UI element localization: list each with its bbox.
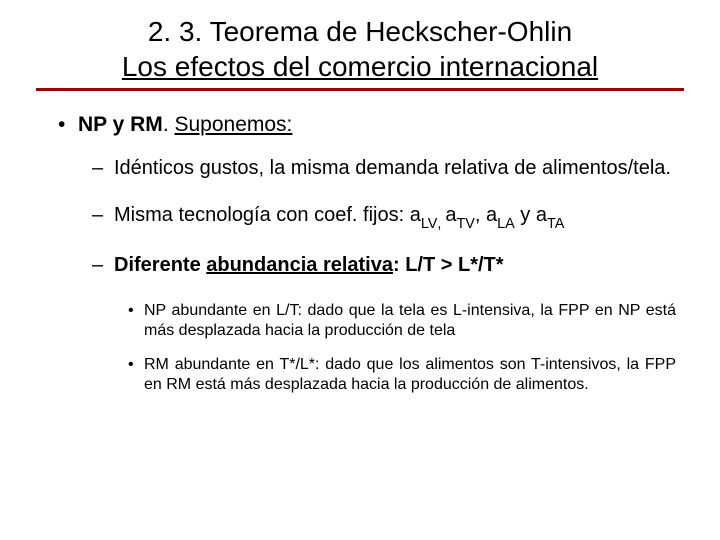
- bullet-same-technology: – Misma tecnología con coef. fijos: aLV,…: [92, 204, 676, 230]
- sub-la: LA: [497, 216, 515, 232]
- slide-title: 2. 3. Teorema de Heckscher-Ohlin Los efe…: [36, 14, 684, 84]
- ratio-inequality: : L/T > L*/T*: [393, 254, 504, 276]
- bullet-assumptions-text: NP y RM. Suponemos:: [78, 113, 684, 137]
- suponemos-label: Suponemos:: [174, 113, 292, 136]
- bullet-different-abundance: – Diferente abundancia relativa: L/T > L…: [92, 254, 676, 277]
- title-rule: [36, 88, 684, 91]
- sub-tv: TV: [457, 216, 475, 232]
- bullet-np-abundant-text: NP abundante en L/T: dado que la tela es…: [144, 301, 676, 341]
- comma-1: ,: [437, 216, 445, 232]
- bullet-assumptions: • NP y RM. Suponemos:: [58, 113, 684, 137]
- bullet-same-technology-text: Misma tecnología con coef. fijos: aLV, a…: [114, 204, 676, 230]
- sub-lv: LV: [421, 216, 438, 232]
- and-a: y a: [515, 204, 547, 226]
- bullet-identical-tastes-text: Idénticos gustos, la misma demanda relat…: [114, 157, 676, 180]
- bullet-np-abundant: • NP abundante en L/T: dado que la tela …: [128, 301, 676, 341]
- sub-ta: TA: [547, 216, 564, 232]
- bullet-identical-tastes: – Idénticos gustos, la misma demanda rel…: [92, 157, 676, 180]
- bullet-dot-icon: •: [128, 301, 144, 341]
- title-line-2: Los efectos del comercio internacional: [36, 49, 684, 84]
- bullet-dash-icon: –: [92, 157, 114, 180]
- abundancia-relativa: abundancia relativa: [206, 254, 393, 276]
- np-rm-label: NP y RM: [78, 113, 163, 136]
- bullet-dash-icon: –: [92, 254, 114, 277]
- comma-2: , a: [475, 204, 497, 226]
- bullet-rm-abundant: • RM abundante en T*/L*: dado que los al…: [128, 355, 676, 395]
- slide: 2. 3. Teorema de Heckscher-Ohlin Los efe…: [0, 0, 720, 540]
- bullet-dot-icon: •: [128, 355, 144, 395]
- bullet-dash-icon: –: [92, 204, 114, 230]
- diff-lead: Diferente: [114, 254, 206, 276]
- title-line-1: 2. 3. Teorema de Heckscher-Ohlin: [36, 14, 684, 49]
- bullet-dot-icon: •: [58, 113, 78, 137]
- a2: a: [445, 204, 456, 226]
- bullet-different-abundance-text: Diferente abundancia relativa: L/T > L*/…: [114, 254, 676, 277]
- bullet-rm-abundant-text: RM abundante en T*/L*: dado que los alim…: [144, 355, 676, 395]
- tech-lead: Misma tecnología con coef. fijos: a: [114, 204, 421, 226]
